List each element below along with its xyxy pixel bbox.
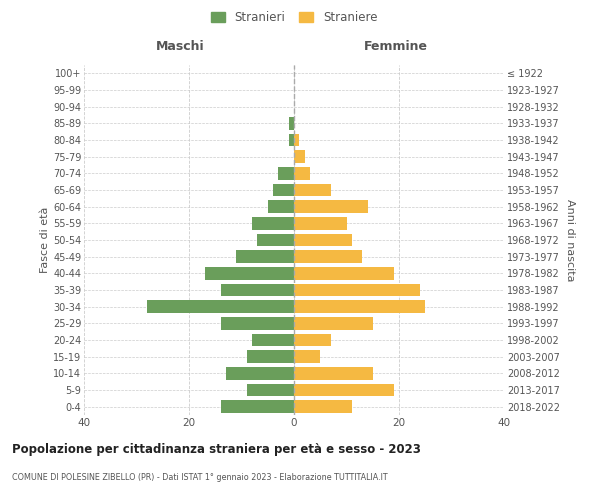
Text: COMUNE DI POLESINE ZIBELLO (PR) - Dati ISTAT 1° gennaio 2023 - Elaborazione TUTT: COMUNE DI POLESINE ZIBELLO (PR) - Dati I… <box>12 472 388 482</box>
Bar <box>257 234 294 246</box>
Bar <box>236 250 294 263</box>
Bar <box>221 284 294 296</box>
Text: Popolazione per cittadinanza straniera per età e sesso - 2023: Popolazione per cittadinanza straniera p… <box>12 442 421 456</box>
Y-axis label: Fasce di età: Fasce di età <box>40 207 50 273</box>
Bar <box>294 350 320 363</box>
Bar <box>294 217 347 230</box>
Bar <box>294 284 420 296</box>
Bar <box>294 334 331 346</box>
Bar <box>294 367 373 380</box>
Bar <box>289 117 294 130</box>
Legend: Stranieri, Straniere: Stranieri, Straniere <box>211 12 377 24</box>
Bar <box>294 150 305 163</box>
Bar <box>221 317 294 330</box>
Bar <box>294 267 394 280</box>
Bar <box>221 400 294 413</box>
Text: Maschi: Maschi <box>155 40 205 52</box>
Bar <box>294 167 310 179</box>
Bar <box>273 184 294 196</box>
Bar <box>294 200 367 213</box>
Bar <box>289 134 294 146</box>
Bar <box>247 350 294 363</box>
Bar <box>294 134 299 146</box>
Bar <box>294 400 352 413</box>
Bar <box>226 367 294 380</box>
Y-axis label: Anni di nascita: Anni di nascita <box>565 198 575 281</box>
Bar <box>294 184 331 196</box>
Bar <box>147 300 294 313</box>
Bar <box>205 267 294 280</box>
Bar <box>247 384 294 396</box>
Bar <box>294 300 425 313</box>
Bar <box>294 250 362 263</box>
Text: Femmine: Femmine <box>364 40 428 52</box>
Bar <box>294 317 373 330</box>
Bar <box>268 200 294 213</box>
Bar <box>278 167 294 179</box>
Bar <box>294 384 394 396</box>
Bar <box>252 217 294 230</box>
Bar <box>294 234 352 246</box>
Bar <box>252 334 294 346</box>
